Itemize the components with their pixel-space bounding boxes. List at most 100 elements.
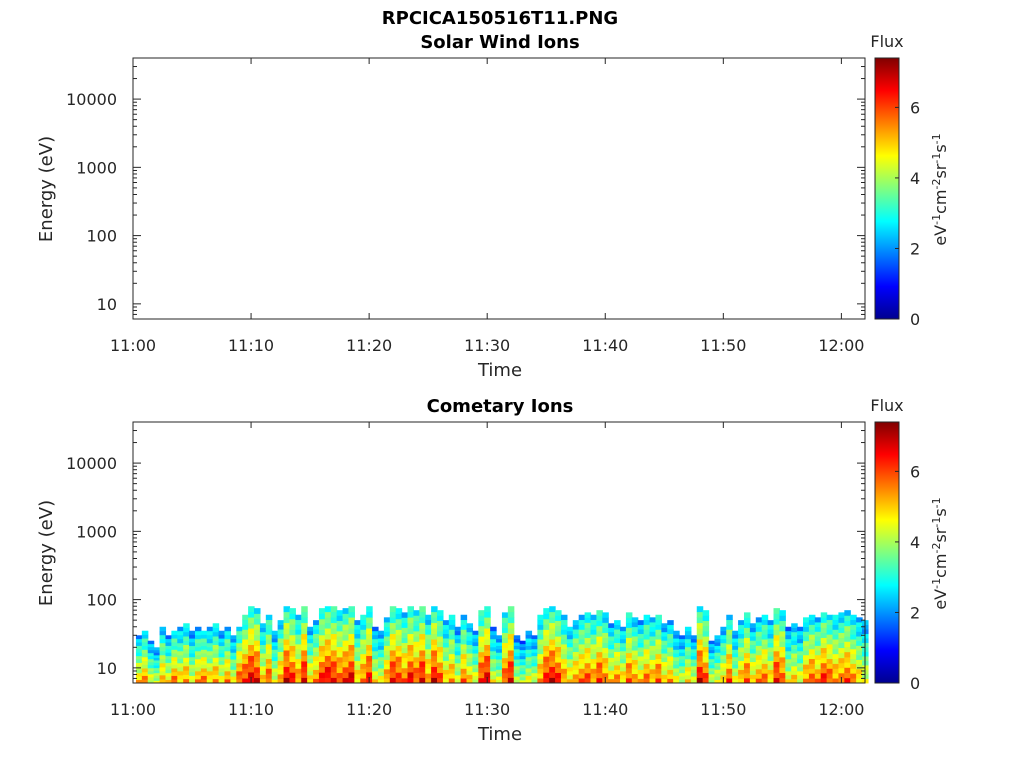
heatmap-cell: [501, 677, 509, 684]
heatmap-cell: [354, 638, 361, 643]
heatmap-cell: [242, 658, 249, 664]
heatmap-cell: [643, 634, 651, 640]
heatmap-cell: [767, 678, 775, 684]
heatmap-cell: [543, 666, 550, 673]
heatmap-cell: [342, 624, 350, 630]
heatmap-cell: [454, 634, 462, 640]
heatmap-cell: [537, 644, 544, 650]
unit-exponent: -2: [930, 543, 943, 554]
heatmap-cell: [720, 646, 727, 652]
heatmap-cell: [177, 634, 184, 640]
heatmap-cell: [555, 677, 562, 684]
heatmap-cell: [661, 653, 668, 658]
heatmap-cell: [448, 629, 456, 635]
heatmap-cell: [224, 642, 231, 648]
heatmap-cell: [525, 679, 533, 684]
heatmap-cell: [696, 606, 704, 613]
heatmap-cell: [283, 661, 291, 667]
heatmap-cell: [708, 655, 716, 660]
colorbar-tick-label: 4: [910, 533, 920, 552]
heatmap-cell: [212, 665, 220, 671]
heatmap-cell: [431, 677, 438, 684]
heatmap-cell: [608, 631, 615, 637]
heatmap-cell: [478, 667, 485, 673]
heatmap-cell: [761, 673, 769, 679]
heatmap-cell: [761, 619, 769, 625]
heatmap-cell: [437, 677, 444, 684]
heatmap-cell: [472, 664, 479, 669]
heatmap-cell: [283, 650, 291, 656]
heatmap-cell: [165, 652, 172, 657]
unit-part: sr: [931, 527, 950, 542]
heatmap-cell: [354, 629, 361, 635]
heatmap-cell: [342, 640, 350, 646]
heatmap-cell: [785, 626, 792, 632]
heatmap-cell: [248, 633, 255, 640]
heatmap-cell: [767, 642, 775, 648]
heatmap-cell: [307, 666, 314, 672]
heatmap-cell: [189, 653, 196, 658]
heatmap-cell: [413, 677, 420, 684]
heatmap-cell: [318, 666, 326, 673]
heatmap-cell: [584, 612, 592, 618]
heatmap-cell: [690, 669, 698, 674]
heatmap-cell: [389, 644, 397, 651]
heatmap-cell: [808, 624, 816, 630]
heatmap-cell: [466, 661, 474, 667]
heatmap-cell: [614, 660, 621, 666]
panel-solar-wind-ions: Solar Wind Ions Energy (eV) Time Flux 11…: [36, 32, 950, 381]
heatmap-cell: [448, 614, 456, 621]
heatmap-cell: [602, 632, 609, 638]
heatmap-cell: [318, 640, 326, 646]
heatmap-cell: [531, 665, 538, 670]
heatmap-cell: [797, 674, 804, 680]
heatmap-cell: [478, 641, 485, 647]
heatmap-cell: [791, 640, 798, 646]
heatmap-cell: [643, 658, 651, 664]
heatmap-cell: [271, 653, 279, 658]
heatmap-cell: [584, 677, 592, 684]
heatmap-cell: [484, 639, 491, 645]
heatmap-cell: [413, 636, 420, 642]
heatmap-cell: [324, 672, 332, 678]
heatmap-cell: [572, 665, 580, 670]
heatmap-cell: [153, 680, 161, 684]
heatmap-cell: [555, 667, 562, 673]
heatmap-cell: [135, 655, 143, 660]
heatmap-cell: [620, 626, 627, 632]
heatmap-cell: [372, 634, 379, 640]
heatmap-cell: [614, 678, 621, 684]
heatmap-cell: [572, 633, 580, 639]
heatmap-cell: [720, 666, 727, 672]
heatmap-cell: [814, 636, 822, 642]
heatmap-cell: [584, 617, 592, 623]
heatmap-cell: [342, 666, 350, 673]
heatmap-cell: [507, 661, 515, 667]
heatmap-cell: [478, 662, 485, 668]
heatmap-cell: [212, 648, 220, 654]
heatmap-cell: [779, 672, 786, 679]
heatmap-cell: [625, 622, 633, 628]
heatmap-cell: [431, 661, 438, 667]
heatmap-cell: [820, 667, 828, 674]
heatmap-cell: [702, 636, 710, 642]
heatmap-cell: [189, 645, 196, 650]
heatmap-cell: [395, 650, 403, 657]
figure-title: RPCICA150516T11.PNG: [382, 8, 618, 29]
heatmap-cell: [726, 663, 733, 669]
heatmap-cell: [147, 646, 155, 651]
heatmap-cell: [560, 614, 568, 621]
heatmap-cell: [743, 627, 751, 633]
heatmap-cell: [590, 619, 597, 625]
heatmap-cell: [797, 642, 804, 648]
heatmap-cell: [466, 623, 474, 628]
heatmap-cell: [531, 662, 538, 667]
heatmap-cell: [324, 628, 332, 635]
heatmap-cell: [283, 672, 291, 678]
heatmap-cell: [271, 671, 279, 676]
heatmap-cell: [726, 648, 733, 655]
heatmap-cell: [448, 658, 456, 664]
heatmap-cell: [318, 634, 326, 641]
heatmap-cell: [354, 642, 361, 648]
heatmap-cell: [200, 638, 208, 643]
